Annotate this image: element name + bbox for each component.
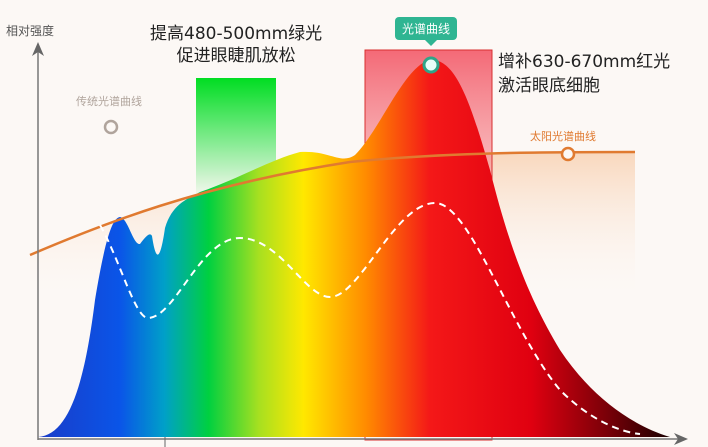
green-band-caption: 提高480-500mm绿光 促进眼睫肌放松 [150, 23, 322, 67]
product-legend-tag: 光谱曲线 [395, 17, 458, 40]
product-peak-marker-icon [422, 56, 440, 74]
sun-marker-icon [560, 146, 576, 162]
red-caption-line1: 增补630-670mm红光 [498, 52, 671, 72]
traditional-marker-icon [103, 119, 119, 135]
product-spectrum-area [38, 59, 670, 437]
x-axis-arrow [674, 433, 688, 445]
tag-pointer [425, 40, 437, 46]
red-caption-line2: 激活眼底细胞 [498, 76, 600, 96]
green-caption-line2: 促进眼睫肌放松 [176, 46, 296, 66]
traditional-legend-label: 传统光谱曲线 [76, 95, 142, 108]
red-band-caption: 增补630-670mm红光 激活眼底细胞 [498, 50, 670, 98]
sun-legend-label: 太阳光谱曲线 [530, 130, 596, 143]
y-axis-arrow [32, 42, 44, 56]
traditional-spectrum-line [99, 201, 641, 435]
green-caption-line1: 提高480-500mm绿光 [150, 24, 323, 44]
y-axis-label: 相对强度 [6, 24, 55, 38]
